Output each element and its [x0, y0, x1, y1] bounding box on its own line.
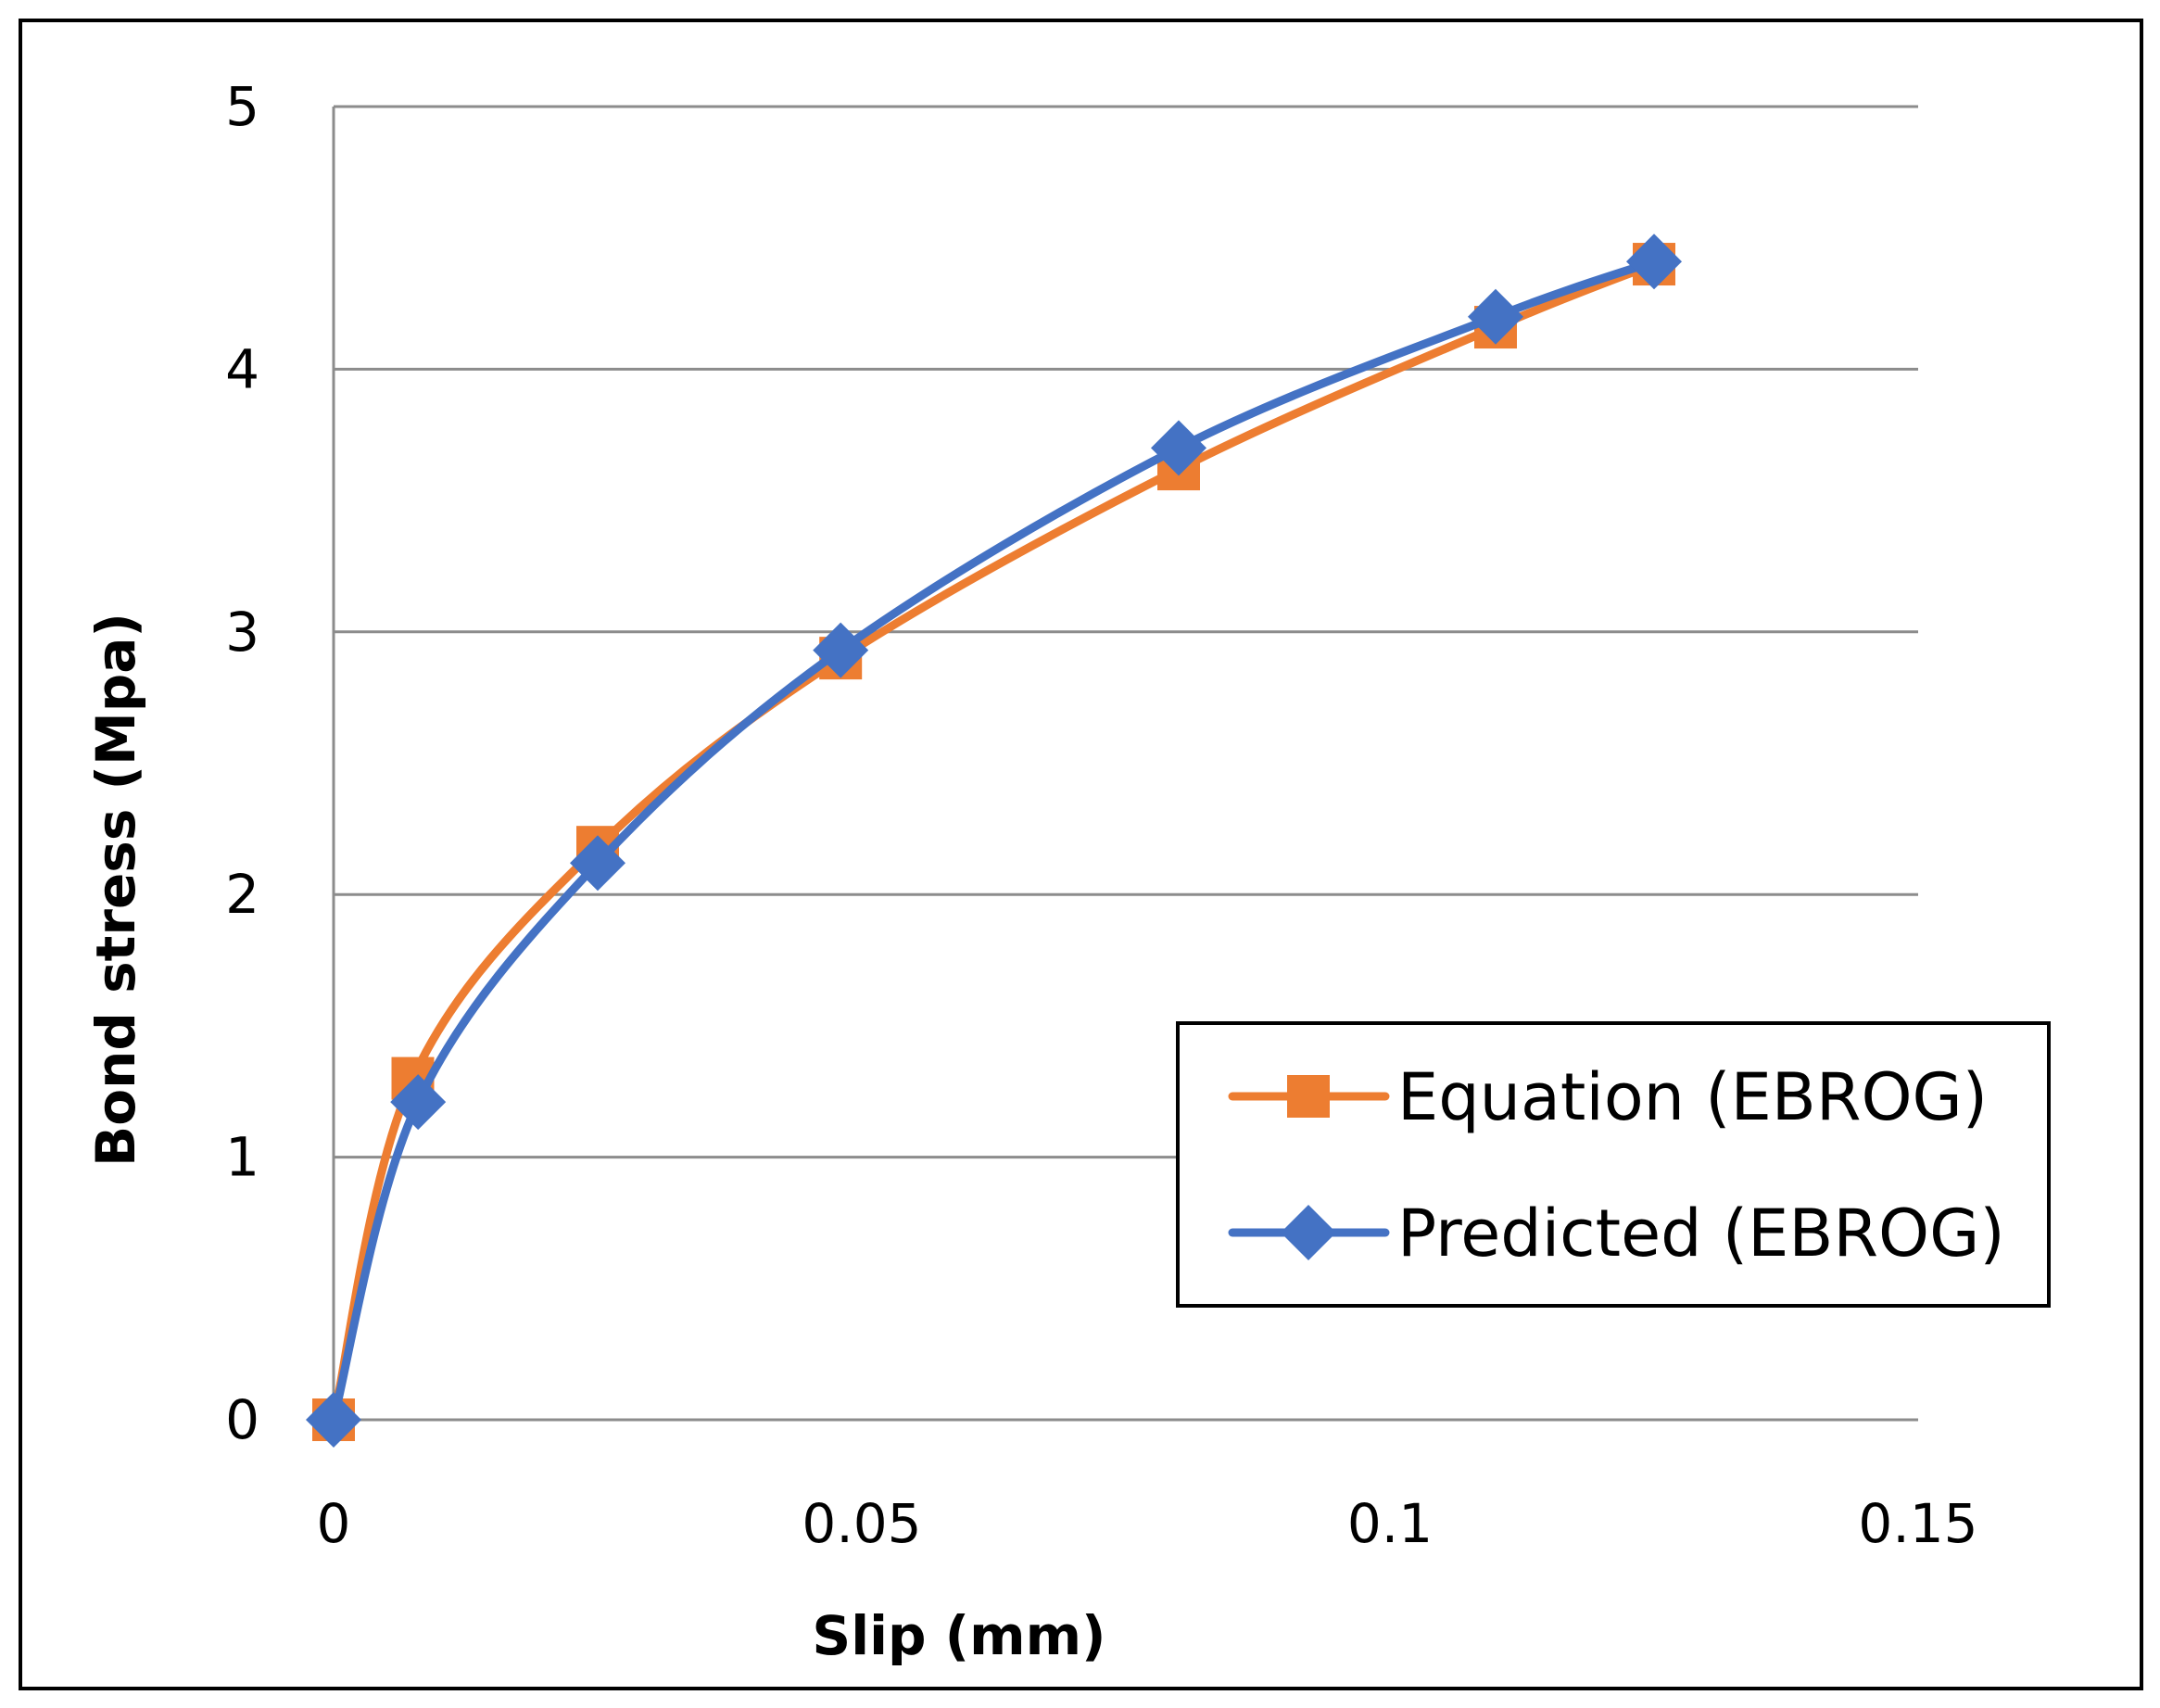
y-tick-label: 2	[225, 863, 259, 926]
legend-label-equation: Equation (EBROG)	[1397, 1059, 1988, 1135]
legend-items	[1228, 1075, 1390, 1260]
legend-item-predicted	[1228, 1205, 1390, 1260]
legend-item-equation	[1228, 1075, 1390, 1118]
y-tick-label: 1	[225, 1126, 259, 1189]
legend-marker-square	[1287, 1075, 1330, 1118]
data-point-diamond	[813, 622, 869, 678]
x-axis-title: Slip (mm)	[812, 1604, 1105, 1667]
x-tick-labels: 0 0.05 0.1 0.15	[317, 1492, 1978, 1555]
legend-label-predicted: Predicted (EBROG)	[1397, 1196, 2005, 1272]
y-axis-title: Bond stress (Mpa)	[84, 613, 147, 1167]
data-point-diamond	[1626, 234, 1682, 290]
data-point-diamond	[1468, 288, 1523, 345]
y-tick-label: 3	[225, 601, 259, 664]
data-point-diamond	[570, 835, 625, 892]
x-tick-label: 0.15	[1858, 1492, 1977, 1555]
data-point-diamond	[390, 1074, 447, 1131]
chart-frame	[19, 19, 2143, 1690]
x-tick-label: 0.1	[1347, 1492, 1433, 1555]
y-tick-label: 5	[225, 75, 259, 138]
legend-box	[1176, 1021, 2051, 1308]
series-layer	[306, 234, 1682, 1448]
y-tick-label: 4	[225, 337, 259, 400]
legend-marker-diamond	[1281, 1205, 1336, 1260]
x-tick-label: 0	[317, 1492, 351, 1555]
data-point-diamond	[306, 1392, 361, 1448]
data-point-diamond	[1151, 420, 1206, 476]
y-tick-label: 0	[225, 1388, 259, 1451]
x-tick-label: 0.05	[802, 1492, 921, 1555]
y-tick-labels: 0 1 2 3 4 5	[225, 75, 259, 1451]
legend: Equation (EBROG) Predicted (EBROG)	[1176, 1021, 2051, 1308]
series-predicted	[306, 234, 1682, 1448]
